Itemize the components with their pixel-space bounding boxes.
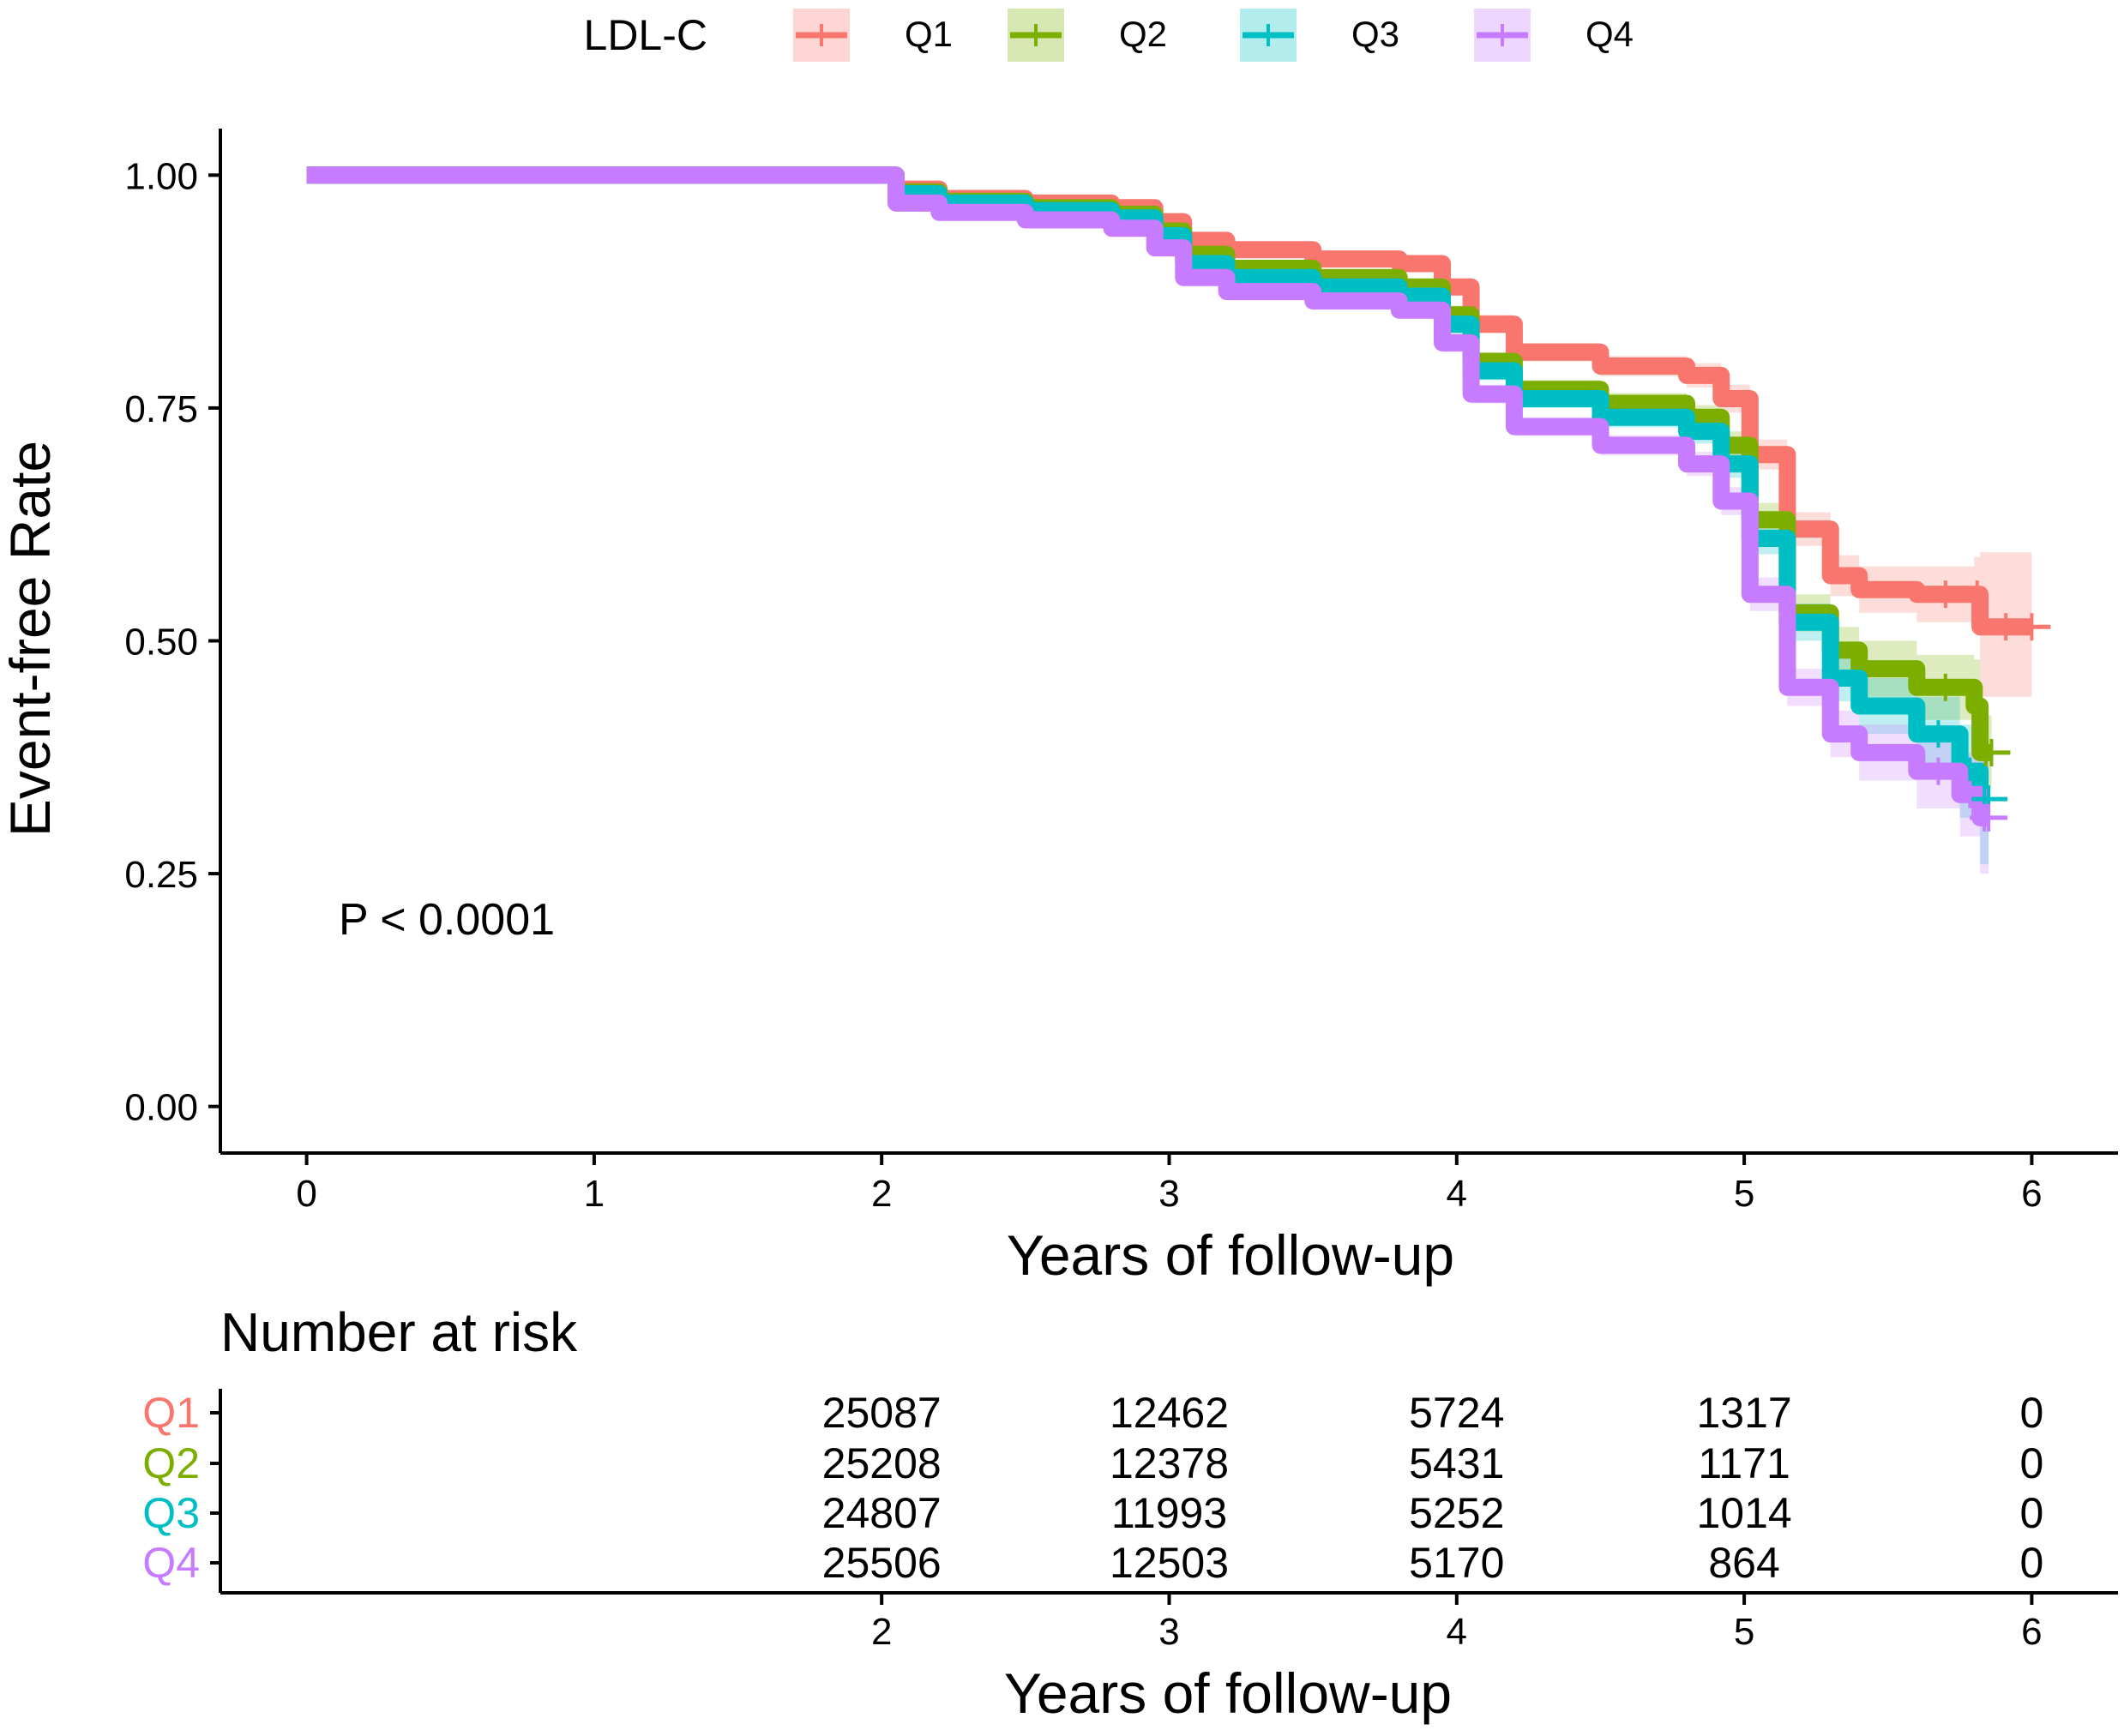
x-axis-title: Years of follow-up [1007, 1223, 1454, 1287]
legend-label-q2: Q2 [1119, 14, 1167, 54]
survival-plot: 0.00 0.25 0.50 0.75 1.00 0 1 2 3 4 5 6 P < 0.0001 Y… [0, 129, 2118, 1287]
risk-count: 1014 [1696, 1489, 1791, 1537]
risk-count: 25208 [822, 1439, 942, 1487]
risk-x-tick-label: 6 [2021, 1611, 2042, 1653]
risk-count: 0 [2020, 1539, 2044, 1587]
legend-label-q1: Q1 [905, 14, 953, 54]
risk-count: 12503 [1110, 1539, 1229, 1587]
legend-title: LDL-C [584, 11, 707, 59]
ci-band-q3 [306, 175, 1989, 865]
risk-row-label-q1: Q1 [142, 1389, 200, 1437]
legend-item-q1: Q1 [793, 9, 953, 62]
ci-band-q2 [306, 175, 1992, 790]
x-tick-label: 2 [871, 1173, 892, 1215]
risk-count: 5431 [1409, 1439, 1504, 1487]
risk-count: 864 [1708, 1539, 1779, 1587]
risk-count: 24807 [822, 1489, 942, 1537]
risk-count: 5252 [1409, 1489, 1504, 1537]
plot-axes: 0.00 0.25 0.50 0.75 1.00 0 1 2 3 4 5 6 [124, 129, 2118, 1215]
risk-count: 0 [2020, 1389, 2044, 1437]
risk-count: 0 [2020, 1489, 2044, 1537]
x-tick-label: 6 [2021, 1173, 2042, 1215]
risk-x-tick-label: 2 [871, 1611, 892, 1653]
x-tick-label: 3 [1158, 1173, 1179, 1215]
risk-count: 25506 [822, 1539, 942, 1587]
p-value-annotation: P < 0.0001 [339, 895, 555, 945]
risk-count: 5170 [1409, 1539, 1504, 1587]
censor-marks-q4 [1936, 757, 2008, 832]
legend-label-q4: Q4 [1585, 14, 1634, 54]
censor-marks-q1 [1943, 580, 2051, 641]
legend-item-q4: Q4 [1474, 9, 1634, 62]
risk-x-tick-label: 5 [1734, 1611, 1754, 1653]
y-tick-label: 0.75 [124, 388, 198, 430]
risk-table-title: Number at risk [220, 1301, 578, 1363]
censor-marks-q2 [1943, 673, 2011, 766]
risk-row-label-q4: Q4 [142, 1539, 200, 1587]
risk-x-axis-title: Years of follow-up [1004, 1661, 1452, 1725]
ci-band-q4 [306, 175, 1989, 874]
risk-count: 12462 [1110, 1389, 1229, 1437]
x-tick-label: 0 [296, 1173, 316, 1215]
legend-label-q3: Q3 [1351, 14, 1399, 54]
risk-count: 11993 [1111, 1489, 1227, 1537]
risk-row-label-q2: Q2 [142, 1439, 200, 1487]
risk-count: 5724 [1409, 1389, 1504, 1437]
x-tick-label: 4 [1447, 1173, 1467, 1215]
survival-curves [306, 166, 2051, 832]
legend-item-q2: Q2 [1008, 9, 1167, 62]
risk-table: Number at risk Q1 25087 12462 5724 1317 0Q2 25… [142, 1301, 2118, 1725]
survival-curve-q4 [306, 166, 1989, 826]
y-tick-label: 0.25 [124, 854, 198, 896]
y-tick-label: 0.00 [124, 1087, 198, 1129]
risk-count: 25087 [822, 1389, 942, 1437]
risk-count: 0 [2020, 1439, 2044, 1487]
risk-count: 12378 [1110, 1439, 1229, 1487]
legend: LDL-C Q1 Q2 Q3 Q4 [584, 9, 1634, 62]
risk-count: 1317 [1696, 1389, 1791, 1437]
survival-curve-q3 [306, 166, 1989, 808]
risk-row-label-q3: Q3 [142, 1489, 200, 1537]
legend-item-q3: Q3 [1240, 9, 1399, 62]
x-tick-label: 5 [1734, 1173, 1754, 1215]
risk-x-tick-label: 3 [1158, 1611, 1179, 1653]
y-axis-title: Event-free Rate [0, 441, 62, 837]
y-tick-label: 0.50 [124, 622, 198, 664]
risk-count: 1171 [1698, 1439, 1790, 1487]
y-tick-label: 1.00 [124, 155, 198, 197]
risk-x-tick-label: 4 [1447, 1611, 1467, 1653]
x-tick-label: 1 [584, 1173, 605, 1215]
